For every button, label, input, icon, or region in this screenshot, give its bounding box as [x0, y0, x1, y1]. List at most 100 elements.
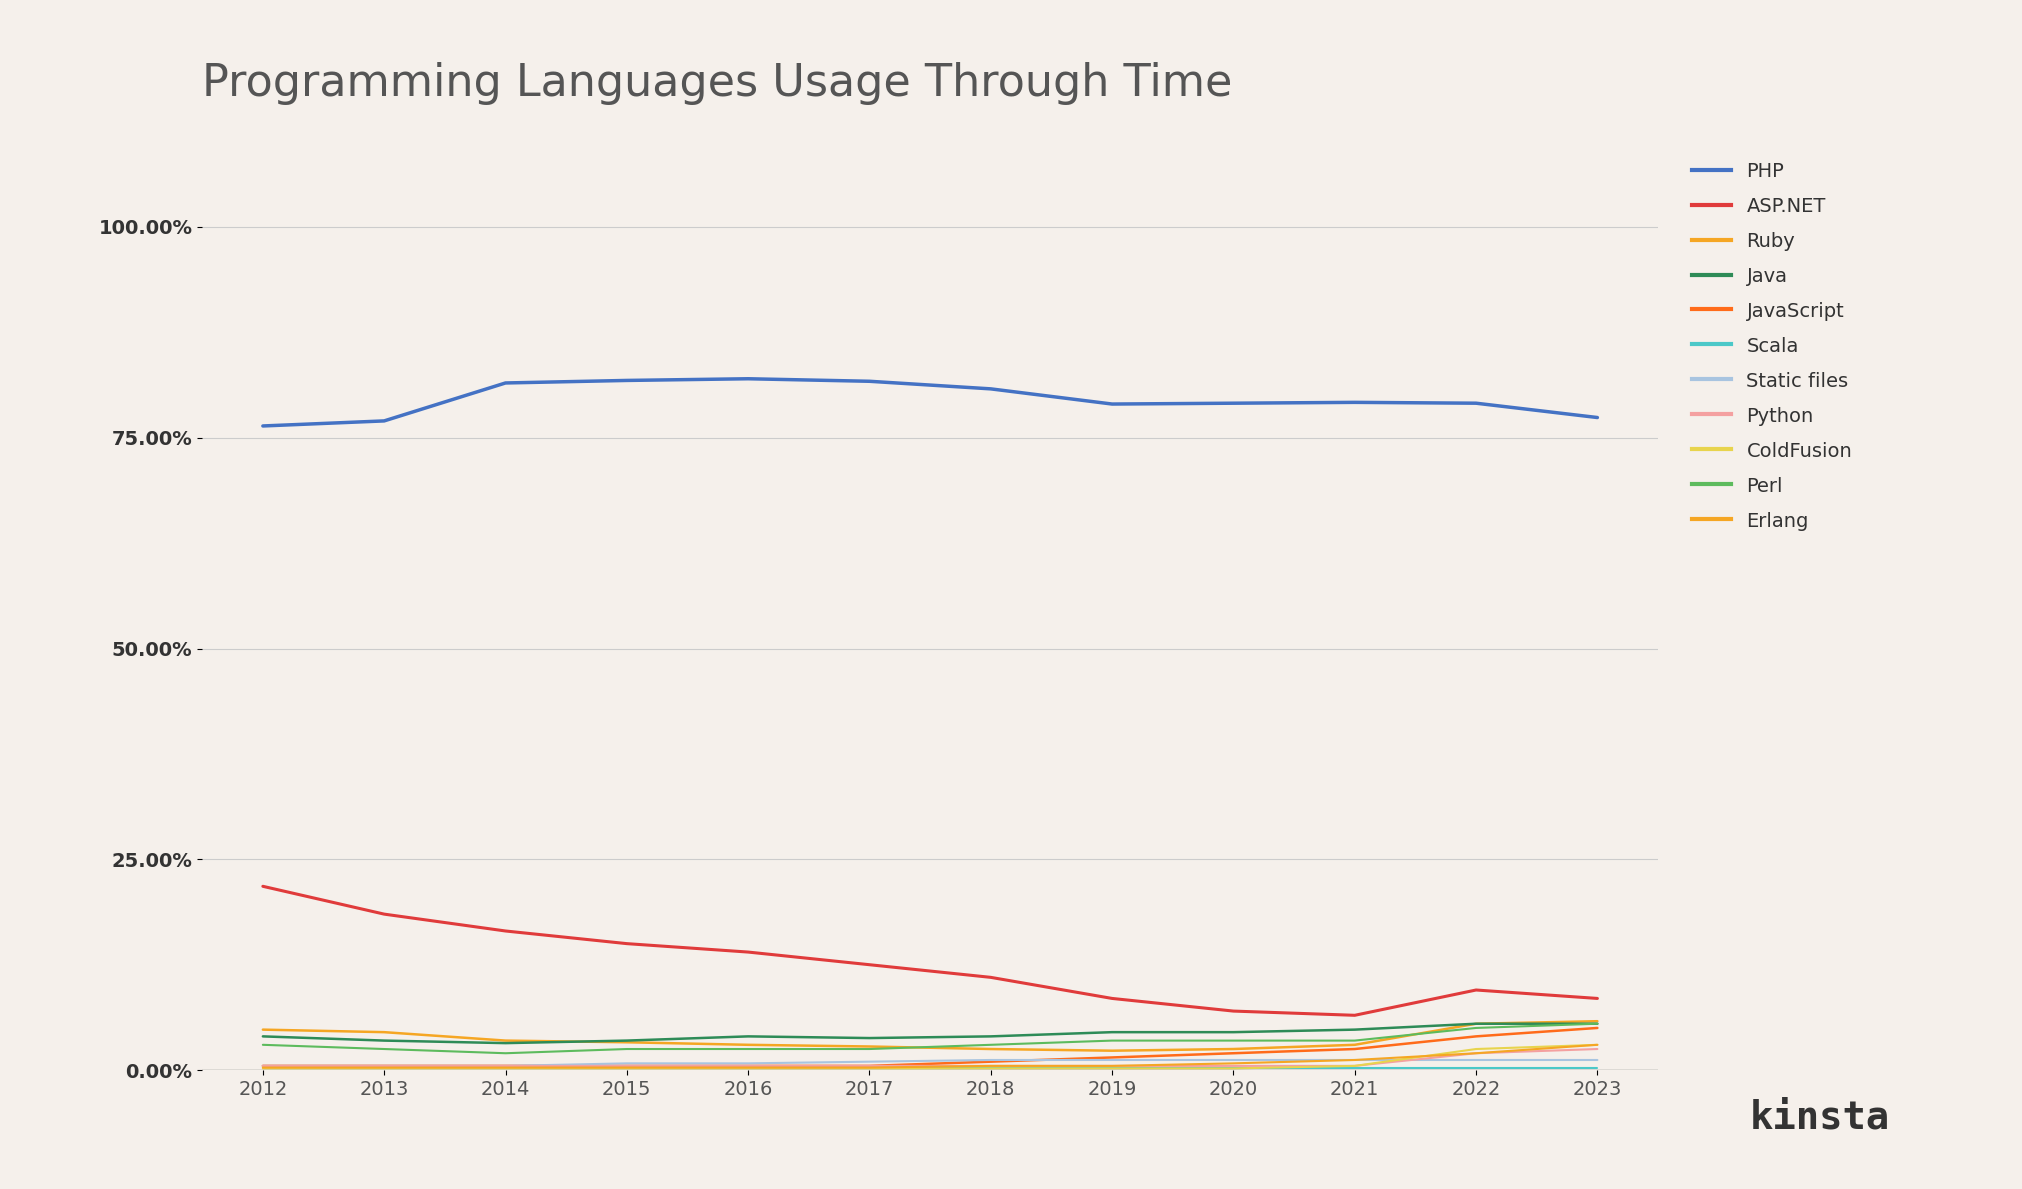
JavaScript [1221, 1046, 1246, 1061]
Python [1343, 1058, 1367, 1072]
Static files [372, 1058, 396, 1072]
Ruby [615, 1036, 639, 1050]
Static files [1585, 1052, 1610, 1067]
Ruby [1464, 1017, 1488, 1031]
Erlang [493, 1061, 518, 1075]
Static files [1464, 1052, 1488, 1067]
Static files [1100, 1052, 1124, 1067]
Python [1100, 1058, 1124, 1072]
Python [979, 1058, 1003, 1072]
Erlang [372, 1061, 396, 1075]
ASP.NET [1100, 992, 1124, 1006]
ColdFusion [372, 1062, 396, 1076]
Scala [736, 1061, 760, 1075]
Text: Programming Languages Usage Through Time: Programming Languages Usage Through Time [202, 62, 1233, 106]
ASP.NET [1464, 983, 1488, 998]
Perl [251, 1038, 275, 1052]
ColdFusion [1343, 1058, 1367, 1072]
Ruby [979, 1042, 1003, 1056]
PHP [615, 373, 639, 388]
PHP [493, 376, 518, 390]
PHP [1585, 410, 1610, 424]
Scala [1343, 1061, 1367, 1075]
Scala [493, 1061, 518, 1075]
Text: kinsta: kinsta [1749, 1099, 1891, 1137]
Ruby [736, 1038, 760, 1052]
Perl [1100, 1033, 1124, 1048]
Python [251, 1058, 275, 1072]
Java [857, 1031, 882, 1045]
Scala [1100, 1061, 1124, 1075]
Scala [979, 1061, 1003, 1075]
Static files [251, 1058, 275, 1072]
Erlang [979, 1058, 1003, 1072]
Line: Static files: Static files [263, 1059, 1597, 1065]
ColdFusion [1464, 1042, 1488, 1056]
Erlang [615, 1061, 639, 1075]
PHP [979, 382, 1003, 396]
ASP.NET [1585, 992, 1610, 1006]
JavaScript [1343, 1042, 1367, 1056]
ASP.NET [615, 937, 639, 951]
JavaScript [1585, 1021, 1610, 1036]
Line: Perl: Perl [263, 1024, 1597, 1053]
Perl [372, 1042, 396, 1056]
ColdFusion [1585, 1038, 1610, 1052]
Perl [1221, 1033, 1246, 1048]
Erlang [857, 1061, 882, 1075]
Static files [857, 1055, 882, 1069]
ColdFusion [251, 1062, 275, 1076]
ColdFusion [615, 1062, 639, 1076]
Java [615, 1033, 639, 1048]
ASP.NET [979, 970, 1003, 984]
Java [1585, 1017, 1610, 1031]
JavaScript [493, 1058, 518, 1072]
JavaScript [979, 1055, 1003, 1069]
Perl [1343, 1033, 1367, 1048]
ColdFusion [979, 1062, 1003, 1076]
Java [1343, 1023, 1367, 1037]
Static files [979, 1052, 1003, 1067]
Erlang [736, 1061, 760, 1075]
ColdFusion [736, 1062, 760, 1076]
ASP.NET [736, 945, 760, 960]
ColdFusion [1100, 1062, 1124, 1076]
Ruby [1221, 1042, 1246, 1056]
PHP [1221, 396, 1246, 410]
Python [857, 1058, 882, 1072]
Java [1221, 1025, 1246, 1039]
Java [372, 1033, 396, 1048]
ASP.NET [1221, 1004, 1246, 1018]
Scala [615, 1061, 639, 1075]
Ruby [1585, 1014, 1610, 1028]
PHP [1343, 395, 1367, 409]
Erlang [1585, 1038, 1610, 1052]
Erlang [1343, 1052, 1367, 1067]
Scala [251, 1061, 275, 1075]
Erlang [251, 1061, 275, 1075]
PHP [857, 375, 882, 389]
Line: Erlang: Erlang [263, 1045, 1597, 1068]
JavaScript [736, 1058, 760, 1072]
Erlang [1100, 1058, 1124, 1072]
Scala [857, 1061, 882, 1075]
Static files [736, 1056, 760, 1070]
ASP.NET [857, 957, 882, 971]
Python [736, 1058, 760, 1072]
Line: ASP.NET: ASP.NET [263, 886, 1597, 1015]
Line: JavaScript: JavaScript [263, 1028, 1597, 1065]
ASP.NET [251, 879, 275, 893]
ColdFusion [857, 1062, 882, 1076]
ColdFusion [1221, 1062, 1246, 1076]
Scala [1464, 1061, 1488, 1075]
Legend: PHP, ASP.NET, Ruby, Java, JavaScript, Scala, Static files, Python, ColdFusion, P: PHP, ASP.NET, Ruby, Java, JavaScript, Sc… [1682, 152, 1862, 540]
Perl [1464, 1021, 1488, 1036]
Line: Java: Java [263, 1024, 1597, 1043]
Static files [1343, 1052, 1367, 1067]
ASP.NET [493, 924, 518, 938]
Line: Python: Python [263, 1049, 1597, 1065]
Python [1585, 1042, 1610, 1056]
Line: ColdFusion: ColdFusion [263, 1045, 1597, 1069]
JavaScript [372, 1058, 396, 1072]
Static files [493, 1058, 518, 1072]
